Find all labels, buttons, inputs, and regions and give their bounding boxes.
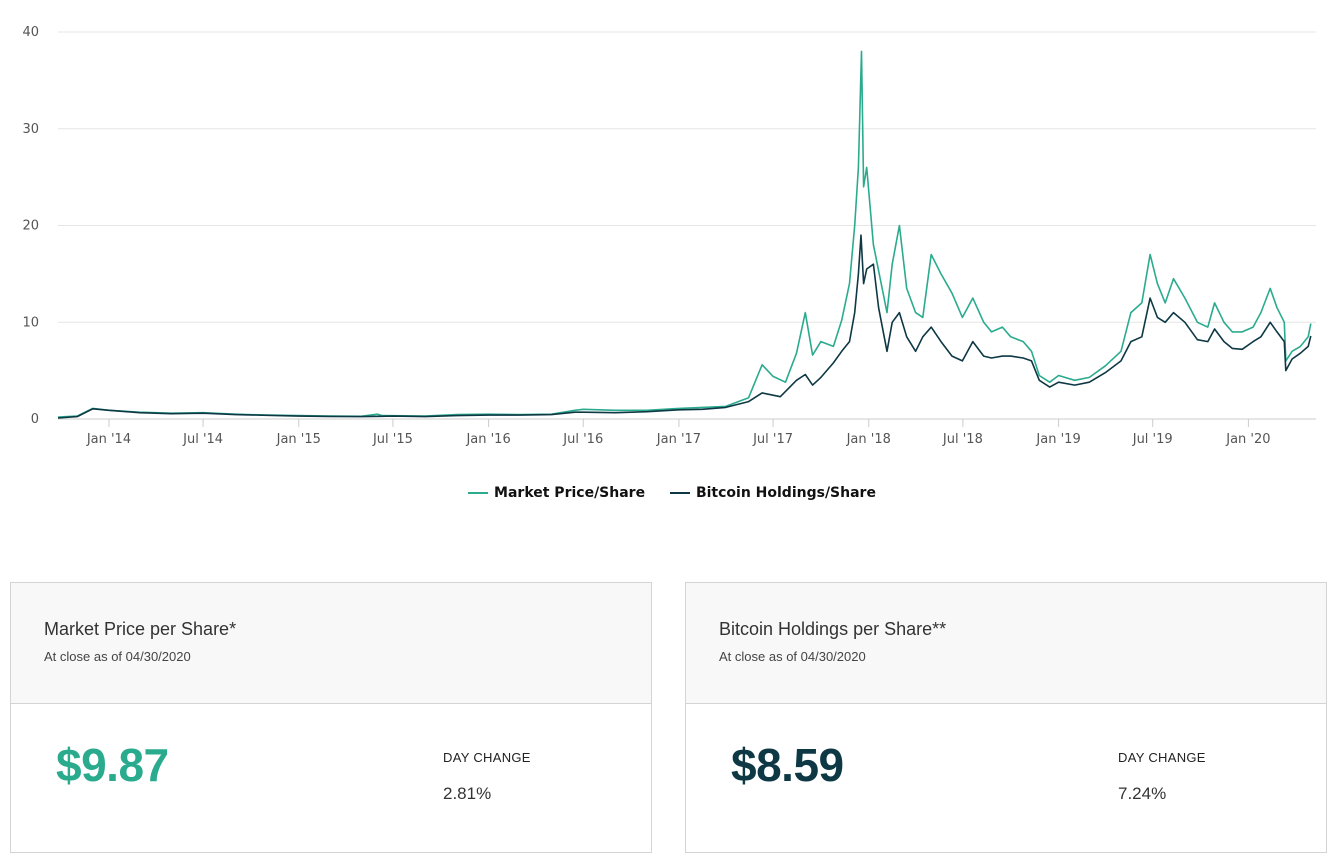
x-tick-label: Jul '18 — [942, 432, 983, 447]
grid-lines — [58, 31, 1316, 420]
legend-item-bitcoin-holdings[interactable]: Bitcoin Holdings/Share — [669, 485, 876, 501]
bitcoin-holdings-card: Bitcoin Holdings per Share** At close as… — [685, 582, 1327, 853]
legend-swatch-bitcoin-holdings — [669, 492, 690, 494]
series-line-market-price — [57, 50, 1312, 418]
y-tick-label: 40 — [22, 25, 39, 40]
x-tick-label: Jan '16 — [465, 432, 510, 447]
card-body: $8.59 DAY CHANGE 7.24% — [686, 704, 1326, 854]
x-tick-label: Jan '14 — [86, 432, 131, 447]
card-subtitle: At close as of 04/30/2020 — [719, 649, 866, 664]
card-subtitle: At close as of 04/30/2020 — [44, 649, 191, 664]
day-change-label: DAY CHANGE — [443, 750, 531, 765]
y-tick-label: 20 — [22, 219, 39, 234]
chart-legend: Market Price/Share Bitcoin Holdings/Shar… — [0, 482, 1344, 501]
market-price-card: Market Price per Share* At close as of 0… — [10, 582, 652, 853]
card-header: Market Price per Share* At close as of 0… — [11, 583, 651, 704]
day-change-value: 7.24% — [1118, 784, 1167, 803]
legend-swatch-market-price — [468, 492, 489, 494]
card-body: $9.87 DAY CHANGE 2.81% — [11, 704, 651, 854]
card-title: Bitcoin Holdings per Share** — [719, 619, 947, 639]
legend-label-market-price: Market Price/Share — [494, 485, 646, 501]
x-tick-label: Jul '15 — [372, 432, 413, 447]
day-change-value: 2.81% — [443, 784, 492, 803]
y-tick-label: 10 — [22, 315, 39, 330]
x-tick-label: Jan '17 — [656, 432, 701, 447]
x-tick-label: Jul '16 — [562, 432, 603, 447]
series-line-bitcoin-holdings — [57, 234, 1312, 419]
x-tick-label: Jan '20 — [1225, 432, 1270, 447]
day-change-label: DAY CHANGE — [1118, 750, 1206, 765]
x-tick-label: Jan '15 — [276, 432, 321, 447]
card-header: Bitcoin Holdings per Share** At close as… — [686, 583, 1326, 704]
x-tick-label: Jan '18 — [846, 432, 891, 447]
market-price-value: $9.87 — [56, 739, 169, 791]
x-tick-label: Jul '17 — [752, 432, 793, 447]
series-lines — [57, 50, 1312, 419]
y-tick-label: 30 — [22, 122, 39, 137]
card-title: Market Price per Share* — [44, 619, 237, 639]
legend-label-bitcoin-holdings: Bitcoin Holdings/Share — [695, 485, 876, 501]
y-tick-label: 0 — [31, 412, 39, 427]
legend-item-market-price[interactable]: Market Price/Share — [468, 485, 645, 501]
y-axis-ticks: 0 10 20 30 40 — [22, 25, 39, 427]
x-tick-label: Jul '14 — [182, 432, 223, 447]
bitcoin-holdings-value: $8.59 — [731, 739, 844, 791]
x-tick-label: Jul '19 — [1132, 432, 1173, 447]
x-axis-ticks: Jan '14 Jul '14 Jan '15 Jul '15 Jan '16 Jul '… — [86, 419, 1271, 447]
x-tick-label: Jan '19 — [1035, 432, 1080, 447]
